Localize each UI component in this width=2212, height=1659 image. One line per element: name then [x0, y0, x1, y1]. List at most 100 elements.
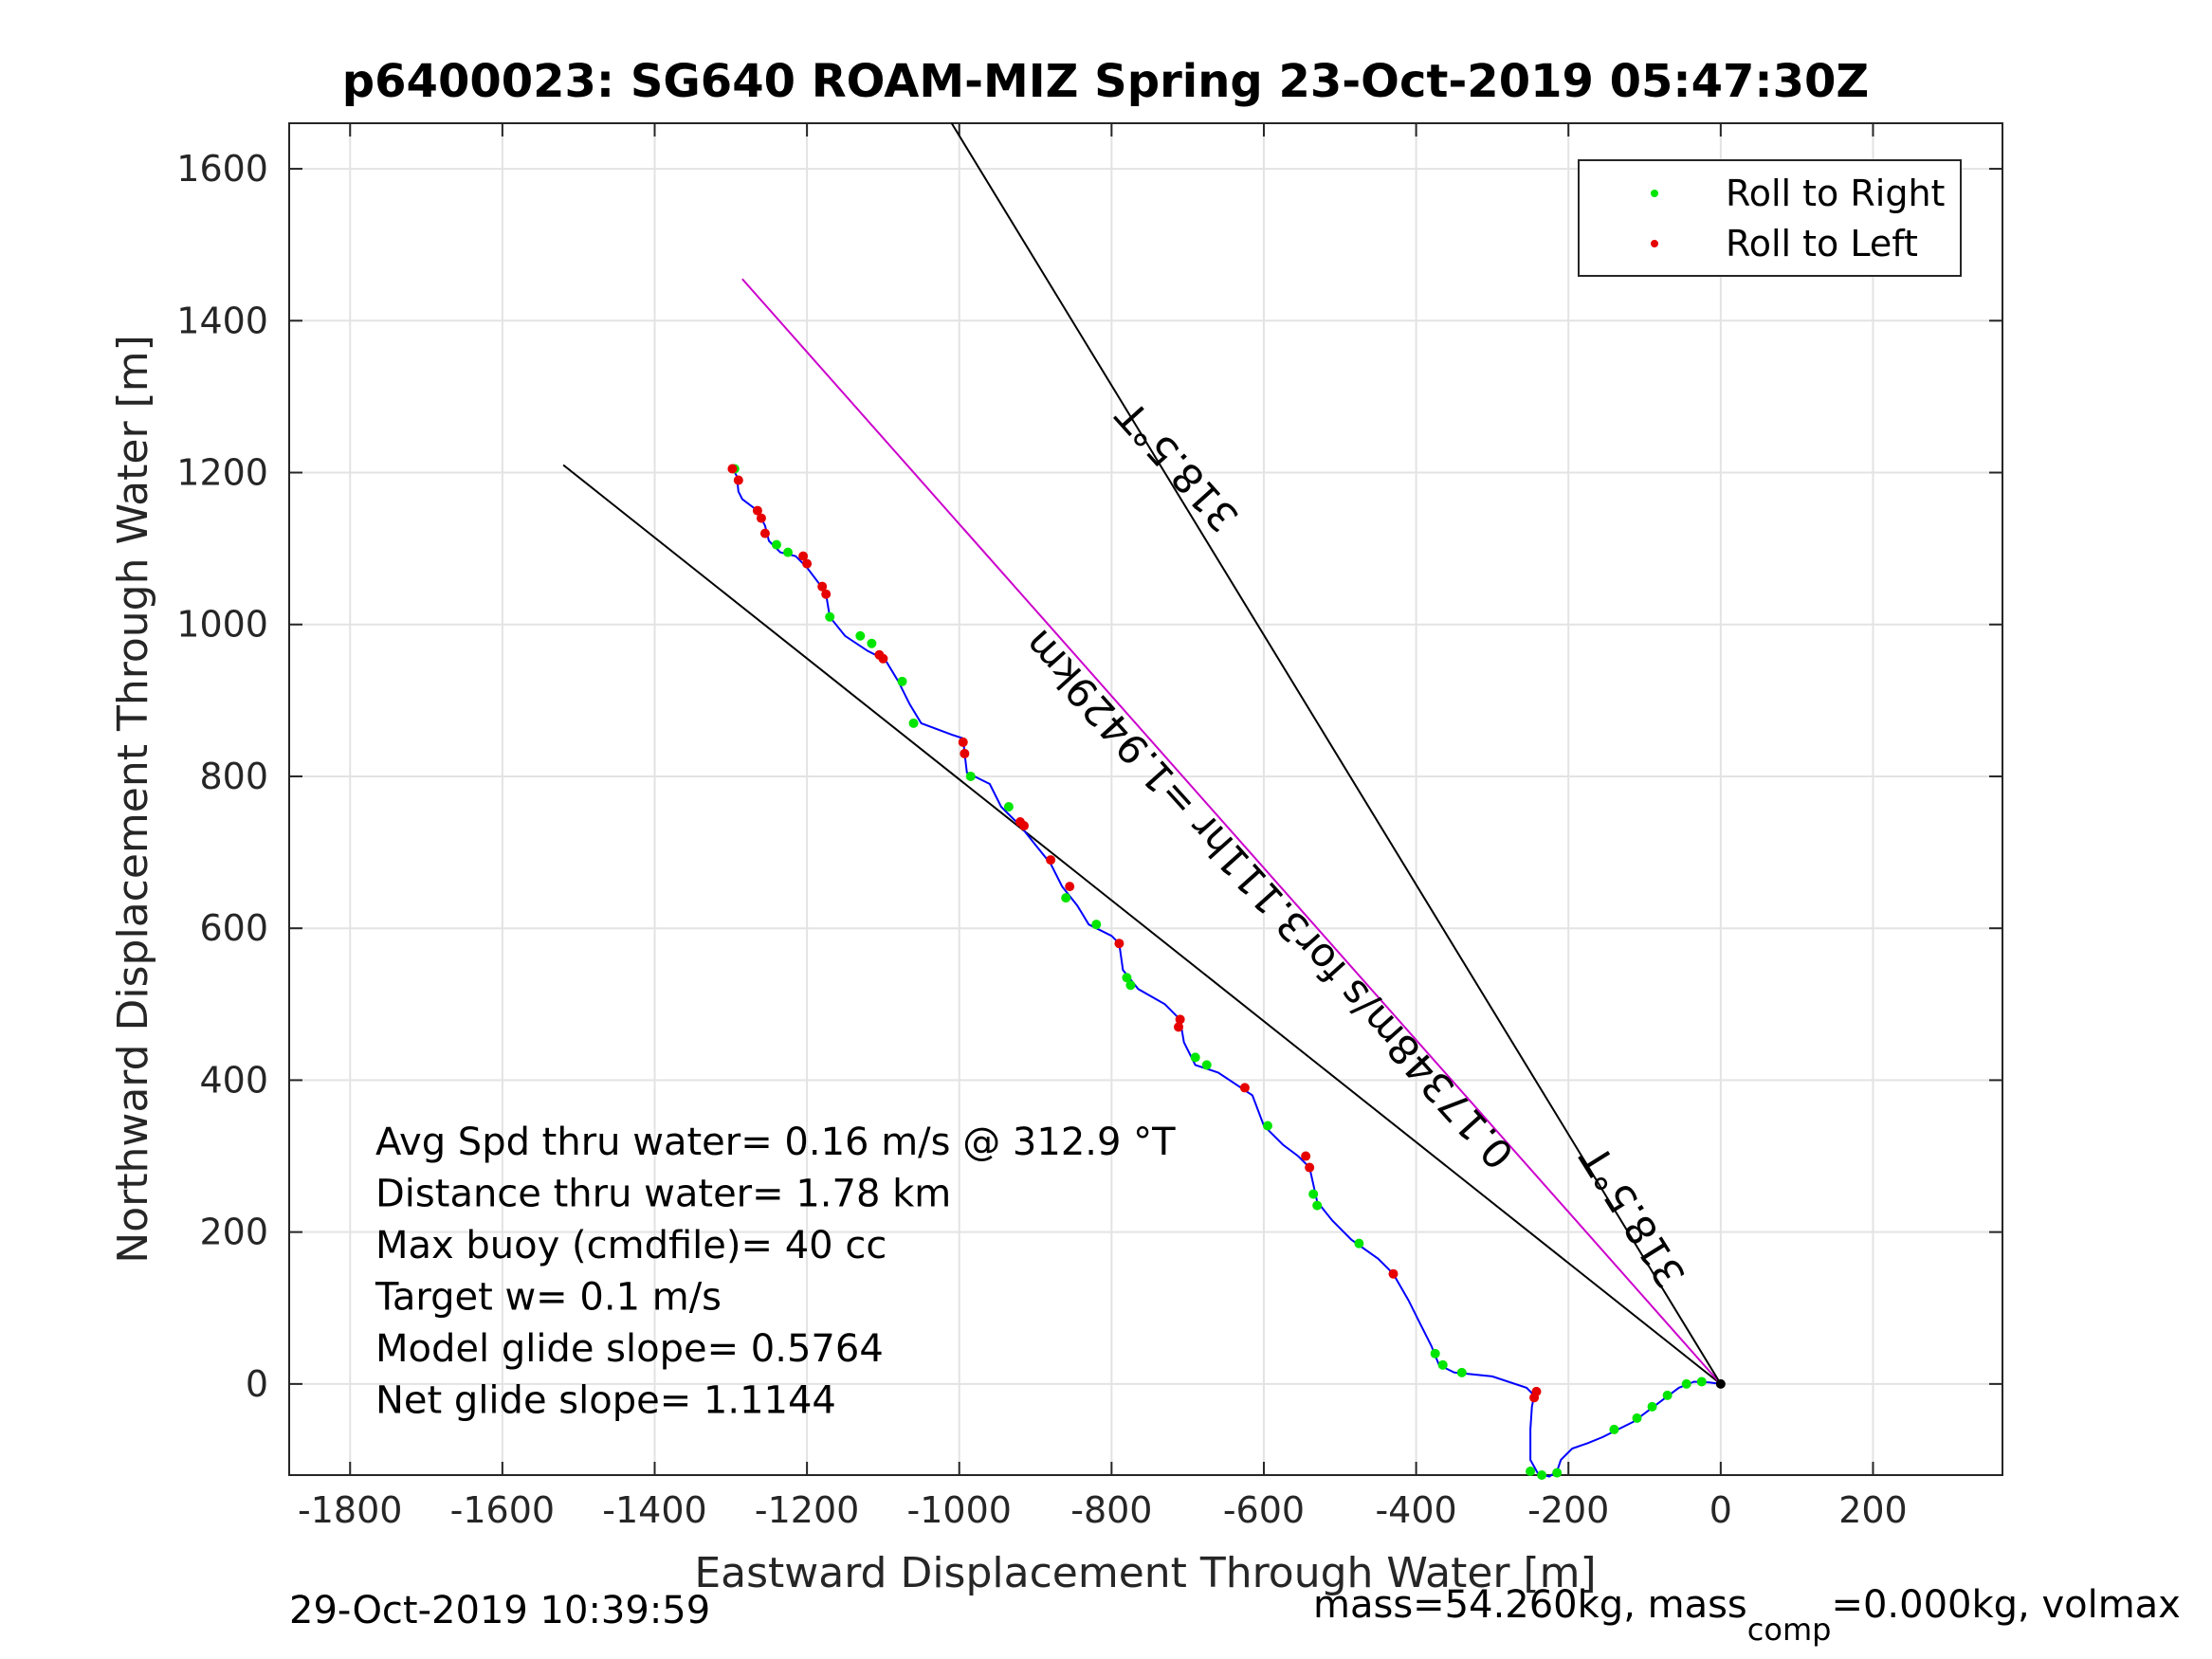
roll-right-point — [1312, 1200, 1323, 1211]
roll-left-point — [1529, 1393, 1540, 1403]
roll-left-point — [1301, 1151, 1311, 1161]
y-tick-label: 1400 — [176, 300, 268, 341]
roll-right-point — [771, 539, 781, 550]
roll-right-point — [1456, 1367, 1467, 1377]
legend-label-roll-right: Roll to Right — [1726, 173, 1945, 214]
roll-left-point — [821, 589, 832, 599]
roll-left-point — [752, 505, 762, 516]
footer-mass-suffix: =0.000kg, volmax — [1831, 1583, 2180, 1627]
x-tick-label: -1800 — [298, 1489, 402, 1531]
stat-line: Max buoy (cmdfile)= 40 cc — [375, 1224, 887, 1267]
footer-mass-sub: comp — [1747, 1612, 1832, 1648]
y-tick-label: 1000 — [176, 604, 268, 646]
roll-right-point — [825, 611, 835, 622]
legend-marker-roll-right — [1651, 190, 1658, 197]
reference-line-1 — [741, 278, 1722, 1385]
roll-right-point — [908, 718, 919, 728]
stat-line: Model glide slope= 0.5764 — [375, 1327, 884, 1371]
reference-line-0 — [562, 464, 1722, 1385]
stats-block: Avg Spd thru water= 0.16 m/s @ 312.9 °T D… — [375, 1121, 1176, 1423]
footer-mass: mass=54.260kg, masscomp=0.000kg, volmax — [1313, 1583, 2181, 1648]
x-tick-label: 0 — [1709, 1489, 1732, 1531]
x-tick-label: -400 — [1375, 1489, 1456, 1531]
plot-area — [288, 122, 2003, 1476]
y-tick-label: 400 — [199, 1059, 268, 1101]
track-line — [729, 465, 1721, 1478]
roll-left-point — [798, 551, 809, 561]
y-tick-label: 600 — [199, 907, 268, 949]
roll-right-point — [1526, 1466, 1536, 1476]
roll-right-point — [783, 547, 794, 557]
roll-left-point — [1305, 1162, 1315, 1173]
y-tick-label: 1200 — [176, 452, 268, 494]
roll-right-point — [1552, 1468, 1563, 1478]
legend-label-roll-left: Roll to Left — [1726, 223, 1918, 264]
x-tick-label: -1200 — [755, 1489, 859, 1531]
stat-line: Net glide slope= 1.1144 — [375, 1379, 836, 1423]
roll-right-point — [1632, 1413, 1642, 1423]
axis-ticks: -1800 -1600 -1400 -1200 -1000 -800 -600 -400 -20… — [176, 123, 2002, 1531]
roll-left-point — [1388, 1268, 1398, 1279]
x-tick-label: -1400 — [602, 1489, 706, 1531]
x-tick-label: -1000 — [907, 1489, 1012, 1531]
stat-line: Avg Spd thru water= 0.16 m/s @ 312.9 °T — [375, 1121, 1176, 1164]
chart-title: p6400023: SG640 ROAM-MIZ Spring 23-Oct-2… — [342, 55, 1869, 108]
roll-right-point — [1662, 1390, 1673, 1400]
roll-left-point — [759, 528, 770, 538]
origin-point — [1715, 1378, 1726, 1389]
roll-left-point — [958, 737, 968, 747]
roll-left-point — [1175, 1014, 1185, 1025]
roll-left-point — [1065, 882, 1075, 892]
roll-left-point — [802, 558, 813, 569]
roll-right-point — [855, 630, 866, 641]
roll-left-point — [733, 475, 743, 485]
roll-right-point — [1190, 1052, 1200, 1063]
roll-left-point — [1239, 1083, 1250, 1093]
roll-left-point — [756, 513, 766, 523]
reference-line-2 — [950, 122, 1722, 1385]
roll-right-point — [1681, 1378, 1691, 1389]
x-tick-label: -600 — [1223, 1489, 1305, 1531]
roll-left-point — [1015, 817, 1025, 828]
roll-left-point — [874, 649, 885, 660]
roll-left-point — [1174, 1022, 1184, 1032]
roll-right-point — [1262, 1121, 1272, 1131]
x-tick-label: -200 — [1527, 1489, 1609, 1531]
roll-left-point — [1046, 855, 1056, 866]
stat-line: Target w= 0.1 m/s — [375, 1276, 722, 1320]
legend: Roll to Right Roll to Left — [1578, 159, 1962, 277]
roll-left-point — [960, 748, 970, 758]
roll-right-point — [1537, 1470, 1547, 1480]
legend-marker-roll-left — [1651, 240, 1658, 247]
roll-left-point — [727, 464, 738, 474]
roll-right-point — [965, 771, 976, 781]
stat-line: Distance thru water= 1.78 km — [375, 1173, 951, 1216]
roll-right-point — [1609, 1424, 1619, 1434]
roll-right-point — [1308, 1189, 1319, 1199]
roll-left-point — [817, 581, 828, 592]
roll-left-point — [1114, 939, 1124, 949]
x-axis-label: Eastward Displacement Through Water [m] — [694, 1549, 1596, 1597]
roll-right-point — [1696, 1376, 1707, 1387]
roll-right-point — [897, 676, 907, 686]
roll-right-point — [1122, 973, 1132, 983]
track — [729, 465, 1721, 1478]
y-axis-label: Northward Displacement Through Water [m] — [109, 335, 157, 1263]
footer-mass-prefix: mass=54.260kg, mass — [1313, 1583, 1747, 1627]
y-tick-label: 0 — [246, 1363, 268, 1405]
roll-right-point — [1201, 1060, 1212, 1070]
roll-right-point — [1125, 980, 1136, 991]
footer-timestamp: 29-Oct-2019 10:39:59 — [289, 1589, 710, 1632]
y-tick-label: 800 — [199, 756, 268, 797]
roll-right-point — [1437, 1359, 1448, 1370]
roll-right-point — [1003, 802, 1014, 812]
roll-right-point — [1061, 893, 1071, 903]
roll-points — [727, 464, 1726, 1480]
y-tick-label: 1600 — [176, 148, 268, 190]
x-tick-label: -800 — [1070, 1489, 1152, 1531]
roll-right-point — [867, 638, 877, 648]
legend-box — [1578, 159, 1962, 277]
y-tick-label: 200 — [199, 1212, 268, 1253]
roll-right-point — [1430, 1348, 1440, 1358]
